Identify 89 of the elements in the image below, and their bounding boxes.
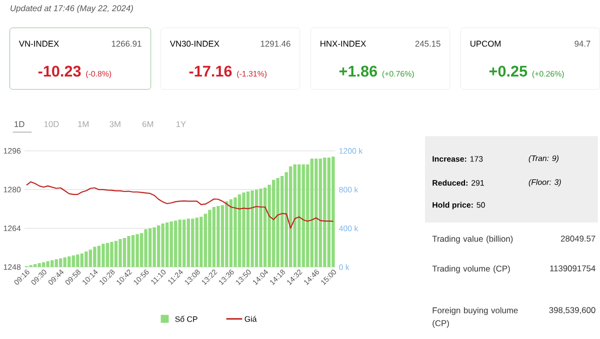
bar [97, 246, 101, 268]
bar [208, 210, 212, 268]
bar [122, 238, 126, 268]
bar [127, 236, 130, 268]
text: 245.15 [415, 40, 440, 47]
text: 28049.57 [560, 236, 596, 242]
bar [140, 233, 144, 268]
bar [182, 220, 186, 268]
text: 94.7 [574, 40, 590, 47]
bar [102, 244, 105, 268]
bar [165, 222, 169, 268]
bar [68, 256, 71, 268]
bar [156, 226, 160, 268]
bar [76, 254, 80, 268]
bar [195, 218, 198, 268]
text: +0.25 [489, 66, 528, 77]
bar [131, 235, 135, 268]
text: 1Y [176, 121, 186, 128]
bar [314, 158, 318, 268]
text: Foreign buying volume (CP) [432, 307, 518, 328]
bar [332, 156, 335, 268]
bar [259, 188, 262, 268]
bar [170, 222, 173, 268]
bar [234, 197, 237, 268]
text: VN-INDEX [18, 40, 59, 47]
bar [293, 164, 296, 268]
text: 1M [78, 121, 89, 128]
text: -17.16 [189, 66, 232, 77]
bar [174, 220, 178, 268]
text: Trading volume (CP) [432, 266, 510, 274]
text: -10.23 [38, 66, 81, 77]
text: 1D [14, 121, 24, 128]
bar [84, 252, 88, 268]
bar [310, 158, 314, 268]
bar [136, 234, 139, 268]
text: UPCOM [470, 40, 500, 47]
text: 3M [110, 121, 120, 128]
bar [93, 246, 96, 268]
text: Updated at 17:46 (May 22, 2024) [10, 5, 133, 13]
bar [144, 229, 148, 268]
bar [161, 224, 164, 268]
bar [298, 164, 301, 268]
text: 1266.91 [112, 40, 142, 47]
bar [191, 218, 194, 268]
bar [204, 214, 208, 268]
bar [327, 158, 331, 268]
bar [38, 263, 41, 268]
bar [110, 242, 114, 268]
bar [238, 194, 242, 268]
bar [229, 199, 233, 268]
text: 10D [44, 121, 59, 128]
text: VN30-INDEX [170, 40, 220, 47]
bar [250, 190, 254, 268]
bar [148, 228, 152, 268]
text: +1.86 [339, 66, 378, 77]
text: 1291.46 [260, 40, 290, 47]
bar [276, 178, 280, 268]
bar [242, 192, 246, 268]
text: 6M [142, 121, 154, 128]
bar [106, 242, 110, 268]
bar [200, 216, 203, 268]
bar [72, 256, 75, 268]
bar [152, 227, 156, 268]
bar [272, 180, 276, 268]
bar [42, 262, 46, 268]
bar [302, 164, 305, 268]
bar [225, 201, 228, 268]
bar [254, 190, 258, 268]
text: HNX-INDEX [320, 40, 366, 47]
bar [54, 259, 58, 268]
bar [33, 264, 37, 268]
bar [118, 239, 122, 268]
bar [114, 241, 118, 268]
bar [46, 261, 50, 268]
bar [63, 258, 66, 268]
bar [216, 206, 220, 268]
bar [186, 218, 190, 268]
bar [59, 258, 62, 268]
text: 1139091754 [550, 266, 596, 272]
bar [263, 188, 267, 268]
bar [88, 250, 92, 268]
bar [212, 207, 216, 268]
bar [220, 205, 224, 268]
text: Trading value (billion) [432, 236, 513, 244]
bar [280, 176, 284, 268]
bar [178, 220, 182, 268]
bar [246, 192, 250, 268]
bar [323, 158, 326, 268]
text: 398,539,600 [549, 307, 596, 314]
